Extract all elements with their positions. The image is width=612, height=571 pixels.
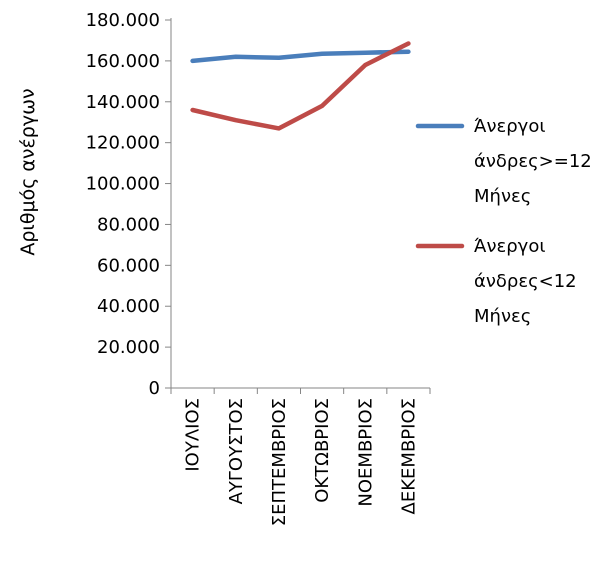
x-tick-label: ΑΥΓΟΥΣΤΟΣ (226, 398, 247, 504)
y-tick-label: 180.000 (86, 10, 160, 31)
x-tick-label: ΙΟΥΛΙΟΣ (183, 398, 204, 472)
x-tick-label: ΣΕΠΤΕΜΒΡΙΟΣ (269, 398, 290, 526)
series-line-2 (190, 41, 411, 131)
y-tick-label: 80.000 (97, 214, 160, 235)
y-tick-label: 140.000 (86, 92, 160, 113)
x-tick-label: ΟΚΤΩΒΡΙΟΣ (312, 398, 333, 503)
y-tick-label: 100.000 (86, 174, 160, 195)
x-axis-ticks: ΙΟΥΛΙΟΣ ΑΥΓΟΥΣΤΟΣ ΣΕΠΤΕΜΒΡΙΟΣ ΟΚΤΩΒΡΙΟΣ ΝΟΕΜ… (170, 388, 431, 526)
y-tick-label: 160.000 (86, 51, 160, 72)
legend: Άνεργοι άνδρες>=12 Μήνες Άνεργοι άνδρες<12 Μή… (415, 116, 592, 327)
axes (170, 18, 430, 389)
legend-label-1: Άνεργοι άνδρες>=12 Μήνες (474, 116, 592, 207)
x-tick-label: ΔΕΚΕΜΒΡΙΟΣ (398, 398, 419, 514)
series-line-1 (190, 49, 411, 64)
legend-label-2: Άνεργοι άνδρες<12 Μήνες (474, 236, 577, 327)
series-lines (190, 41, 411, 131)
x-tick-label: ΝΟΕΜΒΡΙΟΣ (355, 398, 376, 507)
y-tick-label: 20.000 (97, 337, 160, 358)
y-tick-label: 120.000 (86, 133, 160, 154)
y-axis-ticks: 0 20.000 40.000 60.000 80.000 100.000 120.000 1… (86, 10, 171, 399)
y-tick-label: 60.000 (97, 255, 160, 276)
y-tick-label: 40.000 (97, 296, 160, 317)
y-axis-label: Αριθμός ανέργων (17, 88, 39, 255)
y-tick-label: 0 (149, 378, 160, 399)
